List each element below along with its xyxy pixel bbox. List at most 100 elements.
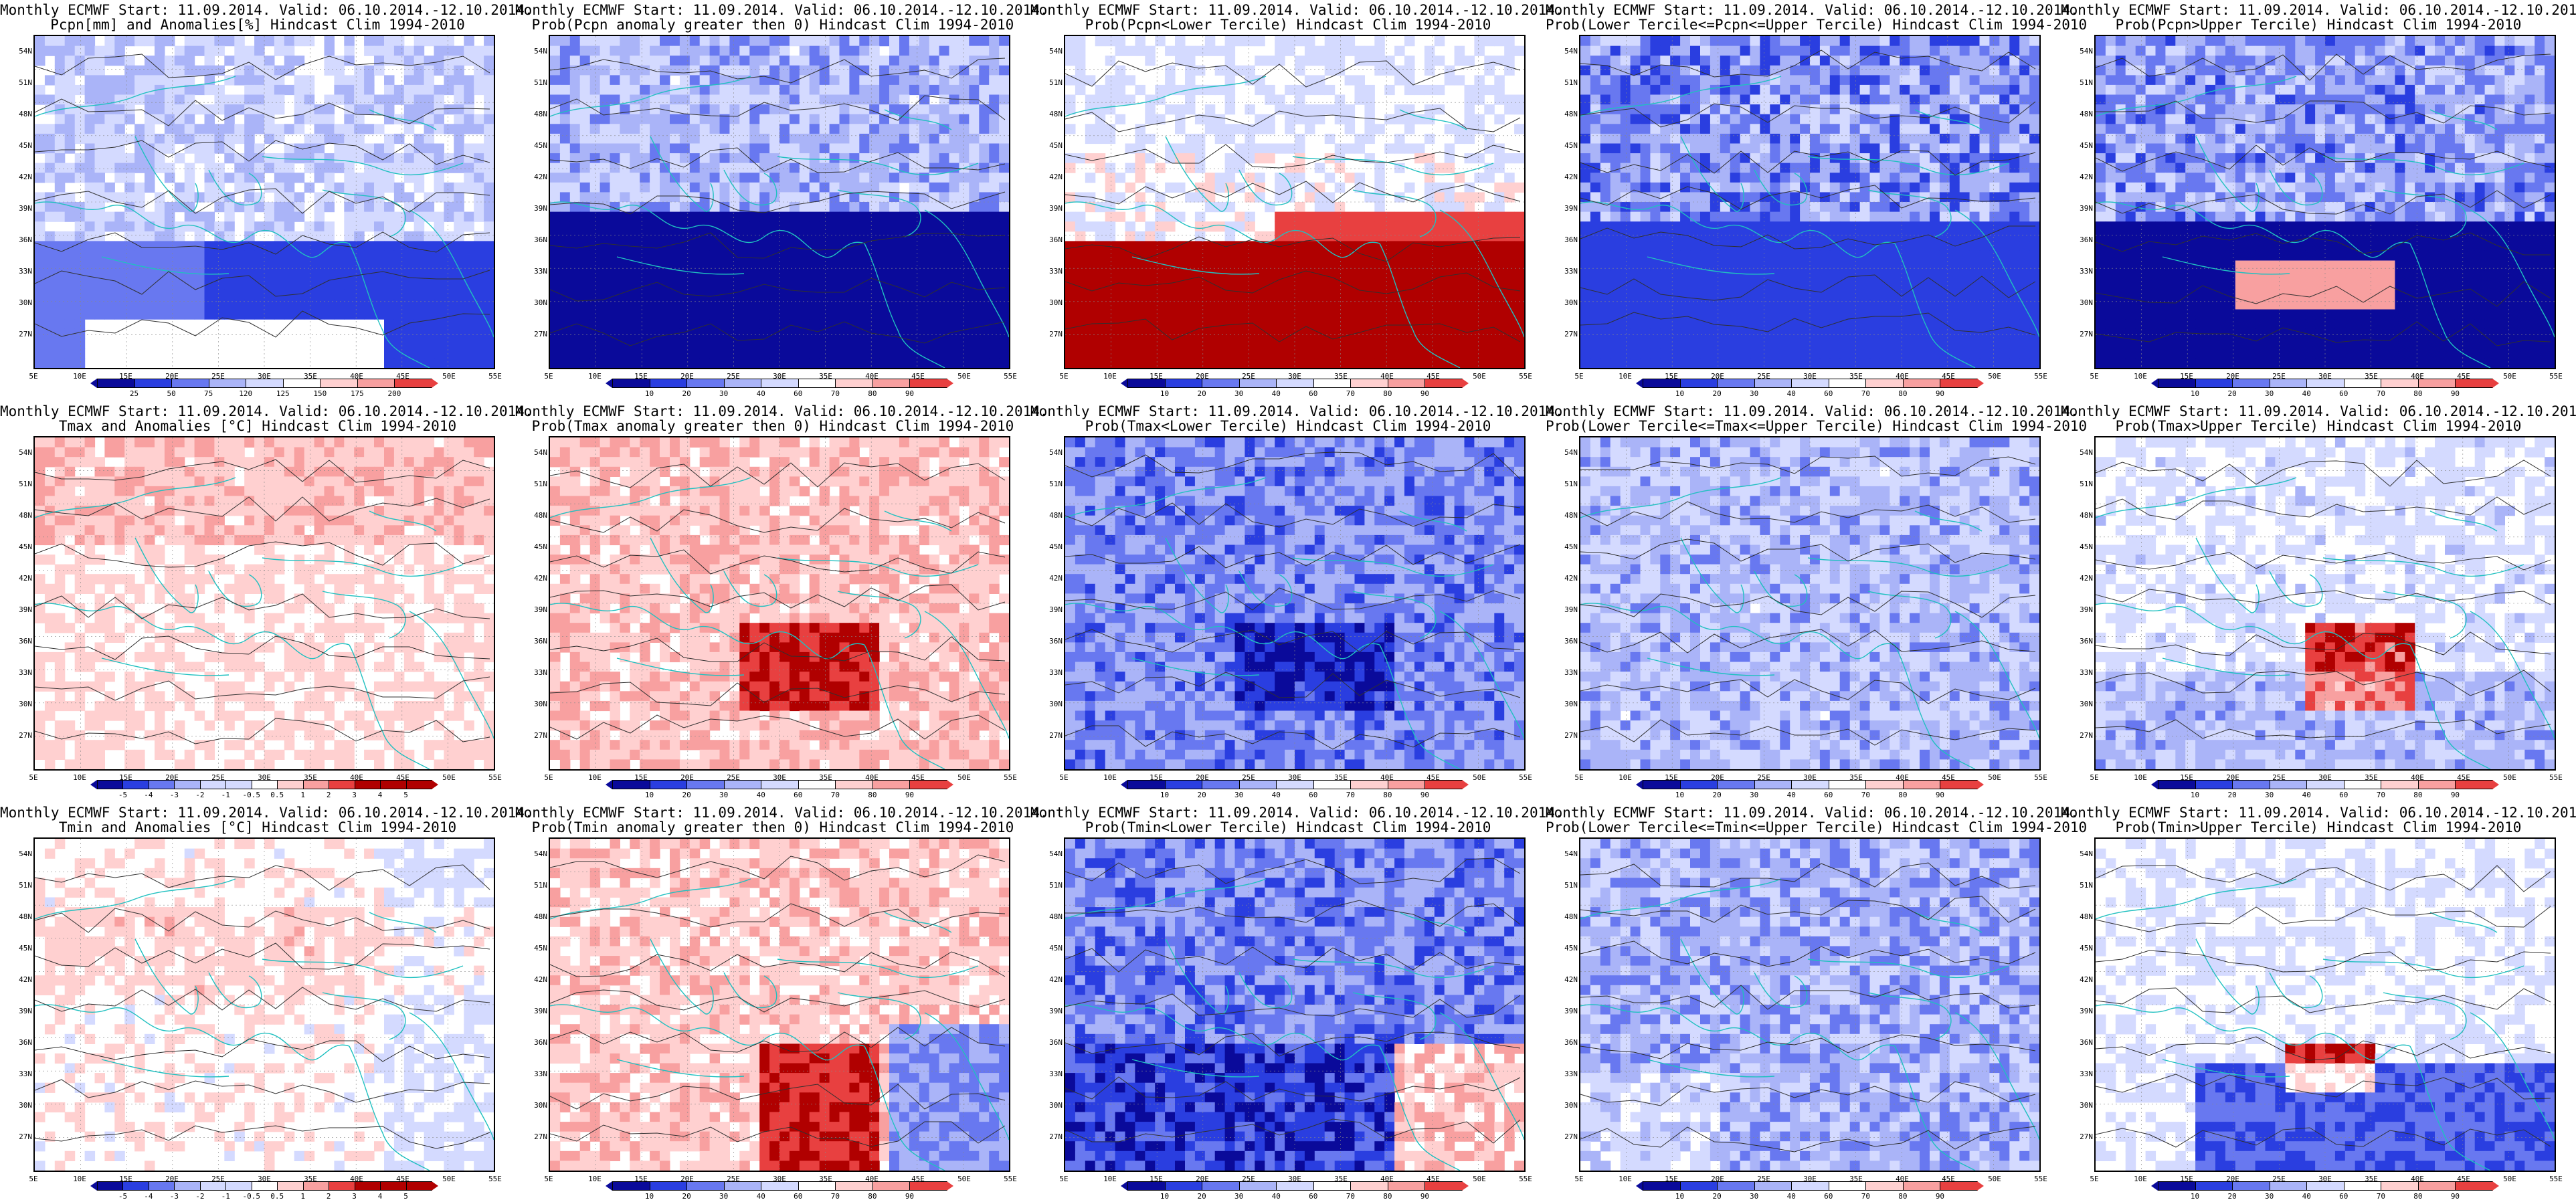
colorbar-max-arrow	[947, 1181, 953, 1191]
colorbar-segment	[872, 1181, 911, 1191]
panel-title-line1: Monthly ECMWF Start: 11.09.2014. Valid: …	[1030, 3, 1564, 17]
forecast-map	[1579, 35, 2041, 369]
colorbar-tick-label: 30	[1234, 1192, 1243, 1201]
colorbar-segment	[329, 1181, 355, 1191]
latitude-label: 39N	[16, 204, 32, 213]
latitude-label: 30N	[1046, 1101, 1063, 1110]
longitude-label: 10E	[1619, 773, 1632, 782]
colorbar-segment	[1313, 379, 1352, 388]
colorbar-tick-label: -0.5	[243, 1192, 261, 1201]
colorbar-segment	[1791, 1181, 1829, 1191]
longitude-label: 50E	[2503, 372, 2516, 381]
longitude-label: 55E	[2549, 372, 2563, 381]
longitude-label: 5E	[1059, 773, 1068, 782]
longitude-label: 10E	[1103, 773, 1117, 782]
panel-title-line2: Prob(Tmax>Upper Tercile) Hindcast Clim 1…	[2061, 419, 2576, 433]
latitude-label: 48N	[1562, 110, 1578, 118]
colorbar-tick-label: 80	[868, 389, 877, 398]
longitude-label: 25E	[2272, 773, 2286, 782]
latitude-label: 48N	[16, 912, 32, 921]
map-field-svg	[1580, 839, 2039, 1171]
colorbar-tick-label: 30	[719, 791, 728, 799]
colorbar-tick-label: 90	[1936, 1192, 1944, 1201]
longitude-label: 10E	[588, 372, 602, 381]
longitude-label: 30E	[258, 773, 271, 782]
colorbar-segment	[649, 1181, 688, 1191]
longitude-label: 55E	[1004, 773, 1017, 782]
latitude-label: 27N	[531, 330, 547, 338]
colorbar-segment	[1202, 379, 1240, 388]
longitude-label: 35E	[819, 773, 832, 782]
colorbar-segment	[2158, 780, 2196, 789]
longitude-label: 15E	[1665, 773, 1678, 782]
longitude-label: 10E	[1103, 1175, 1117, 1183]
longitude-label: 5E	[1059, 1175, 1068, 1183]
latitude-label: 54N	[1046, 849, 1063, 858]
colorbar-segment	[1717, 780, 1755, 789]
colorbar-segment	[174, 780, 201, 789]
colorbar-segment	[2455, 1181, 2493, 1191]
latitude-label: 36N	[2077, 235, 2093, 244]
colorbar-tick-label: 30	[1750, 389, 1758, 398]
latitude-label: 30N	[1046, 700, 1063, 708]
colorbar-min-arrow	[606, 379, 612, 388]
longitude-label: 20E	[165, 773, 179, 782]
latitude-label: 27N	[16, 1132, 32, 1141]
colorbar-tick-label: 40	[757, 389, 765, 398]
colorbar-segment	[1164, 1181, 1203, 1191]
latitude-label: 42N	[1046, 173, 1063, 181]
panel-title-line2: Prob(Pcpn<Lower Tercile) Hindcast Clim 1…	[1030, 17, 1546, 32]
latitude-label: 27N	[1046, 731, 1063, 740]
colorbar-segment	[1164, 780, 1203, 789]
colorbar-tick-label: 70	[1861, 791, 1870, 799]
latitude-label: 30N	[531, 700, 547, 708]
colorbar-tick-label: 10	[645, 791, 654, 799]
colorbar-max-arrow	[1977, 379, 1984, 388]
colorbar-legend: 10 20 30 40 60 70 80 90	[2151, 1181, 2499, 1201]
map-field-svg	[1065, 437, 1524, 769]
colorbar-segment	[1127, 1181, 1166, 1191]
latitude-label: 42N	[531, 574, 547, 583]
longitude-label: 30E	[1288, 773, 1301, 782]
latitude-label: 39N	[1562, 1007, 1578, 1015]
latitude-label: 51N	[1562, 78, 1578, 87]
colorbar-segment	[649, 780, 688, 789]
panel-title-line1: Monthly ECMWF Start: 11.09.2014. Valid: …	[515, 805, 1048, 820]
panel-title-line2: Prob(Lower Tercile<=Tmax<=Upper Tercile)…	[1546, 419, 2087, 433]
longitude-label: 10E	[73, 1175, 86, 1183]
colorbar-tick-label: 80	[2413, 791, 2422, 799]
forecast-map-panel: Monthly ECMWF Start: 11.09.2014. Valid: …	[1546, 803, 2087, 1204]
longitude-label: 15E	[2180, 372, 2193, 381]
colorbar-tick-label: 4	[378, 791, 383, 799]
colorbar-segment	[1276, 1181, 1314, 1191]
colorbar-segment	[909, 1181, 947, 1191]
longitude-label: 30E	[773, 1175, 786, 1183]
forecast-map	[2094, 35, 2556, 369]
latitude-label: 36N	[1562, 637, 1578, 645]
colorbar-tick-label: -5	[118, 1192, 127, 1201]
longitude-label: 45E	[911, 1175, 925, 1183]
latitude-label: 54N	[531, 47, 547, 56]
longitude-label: 5E	[1574, 372, 1583, 381]
colorbar-tick-label: 20	[1197, 1192, 1206, 1201]
longitude-label: 5E	[2090, 773, 2098, 782]
colorbar-segment	[2306, 379, 2344, 388]
latitude-label: 54N	[16, 448, 32, 457]
longitude-label: 15E	[119, 372, 132, 381]
longitude-label: 15E	[634, 1175, 648, 1183]
forecast-map	[1064, 35, 1526, 369]
colorbar-tick-label: 60	[1824, 1192, 1833, 1201]
colorbar-tick-label: 60	[2339, 389, 2348, 398]
colorbar-tick-label: 0.5	[270, 791, 284, 799]
colorbar-legend: 10 20 30 40 60 70 80 90	[2151, 780, 2499, 799]
latitude-label: 33N	[2077, 668, 2093, 677]
panel-title-line1: Monthly ECMWF Start: 11.09.2014. Valid: …	[1030, 805, 1564, 820]
colorbar-legend: 10 20 30 40 60 70 80 90	[606, 780, 953, 799]
colorbar-segment	[2455, 780, 2493, 789]
colorbar-tick-label: 80	[1898, 1192, 1907, 1201]
colorbar-tick-label: 40	[1272, 1192, 1281, 1201]
colorbar-tick-label: 5	[403, 1192, 408, 1201]
longitude-label: 55E	[2034, 1175, 2047, 1183]
panel-title-line1: Monthly ECMWF Start: 11.09.2014. Valid: …	[2061, 805, 2576, 820]
latitude-label: 54N	[16, 849, 32, 858]
